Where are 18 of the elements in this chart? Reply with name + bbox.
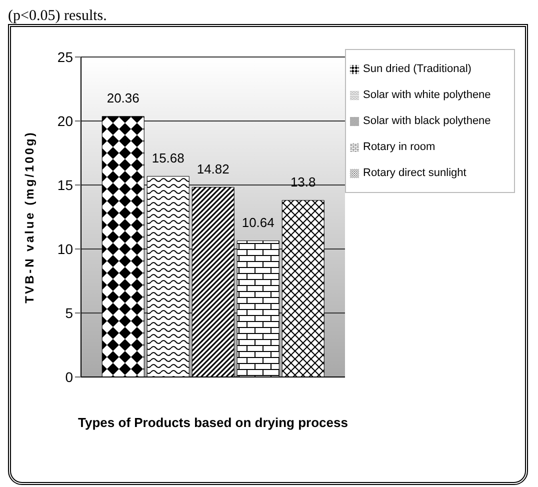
- y-tick-label: 15: [57, 176, 74, 193]
- y-tick-label: 20: [57, 112, 74, 129]
- y-axis-title: TVB-N value (mg/100g): [22, 130, 36, 304]
- data-label: 14.82: [196, 161, 230, 176]
- legend-label: Rotary direct sunlight: [363, 167, 466, 179]
- data-label: 10.64: [242, 214, 274, 230]
- data-label: 20.36: [106, 90, 140, 106]
- y-tick-label: 0: [65, 368, 74, 385]
- legend-label: Rotary in room: [363, 141, 436, 153]
- x-axis-title: Types of Products based on drying process: [78, 415, 348, 430]
- y-tick-label: 25: [57, 48, 74, 65]
- legend-label: Sun dried (Traditional): [363, 63, 472, 75]
- legend-label: Solar with white polythene: [363, 89, 491, 101]
- text: (p<0.05) results.: [8, 8, 108, 24]
- data-label: 15.68: [152, 150, 184, 166]
- y-tick-label: 10: [57, 240, 74, 257]
- y-tick-label: 5: [65, 304, 74, 321]
- legend-label: Solar with black polythene: [363, 115, 491, 127]
